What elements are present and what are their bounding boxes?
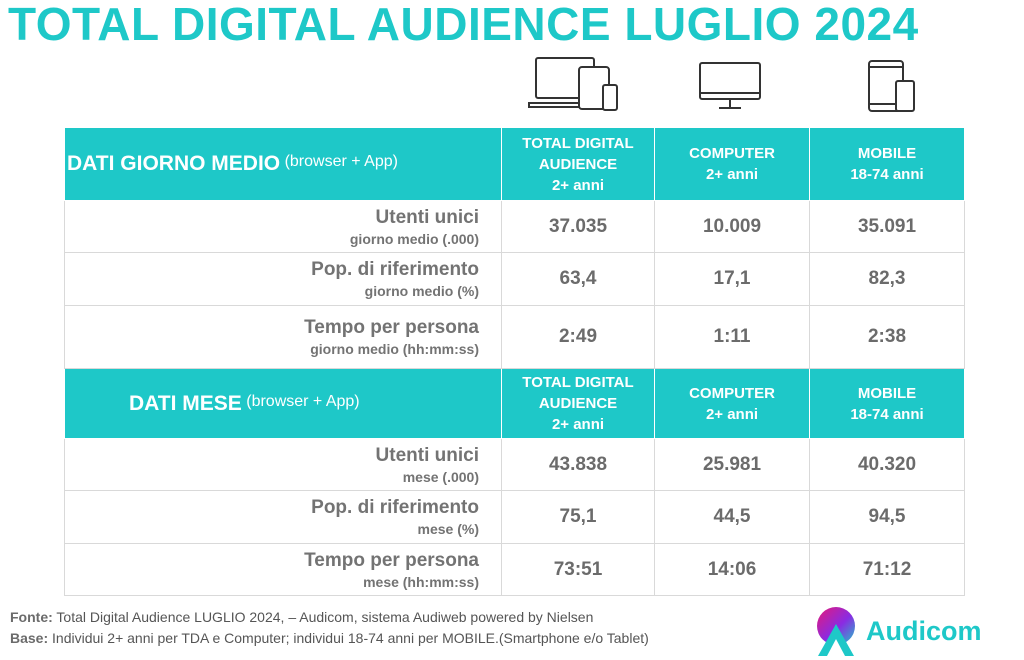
section-title: DATI MESE <box>129 391 242 415</box>
row-label: Tempo per persona mese (hh:mm:ss) <box>64 543 502 596</box>
row-label: Pop. di riferimento giorno medio (%) <box>64 252 502 306</box>
tablet-phone-icon <box>868 60 915 112</box>
base-text: Individui 2+ anni per TDA e Computer; in… <box>52 630 649 646</box>
table-row: Tempo per persona giorno medio (hh:mm:ss)… <box>64 305 965 369</box>
value-cell: 43.838 <box>501 438 655 491</box>
value-cell: 71:12 <box>809 543 965 596</box>
value-cell: 10.009 <box>654 200 810 253</box>
table-row: Utenti unici mese (.000) 43.838 25.981 40… <box>64 438 965 491</box>
column-header-tda: TOTAL DIGITAL AUDIENCE 2+ anni <box>501 127 655 201</box>
base-label: Base: <box>10 630 49 646</box>
value-cell: 82,3 <box>809 252 965 306</box>
footer-fonte: Fonte: Total Digital Audience LUGLIO 202… <box>10 609 593 625</box>
desktop-monitor-icon <box>699 62 761 109</box>
value-cell: 73:51 <box>501 543 655 596</box>
laptop-tablet-phone-icon <box>528 57 618 111</box>
value-cell: 44,5 <box>654 490 810 544</box>
section-subtitle: (browser + App) <box>246 392 360 410</box>
table-row: Pop. di riferimento giorno medio (%) 63,4… <box>64 252 965 306</box>
section-header-giorno-medio: DATI GIORNO MEDIO (browser + App) TOTAL … <box>64 127 965 201</box>
value-cell: 2:38 <box>809 305 965 369</box>
fonte-label: Fonte: <box>10 609 53 625</box>
section-header-mese: DATI MESE (browser + App) TOTAL DIGITAL A… <box>64 368 965 439</box>
column-header-computer: COMPUTER 2+ anni <box>654 368 810 439</box>
page-title: TOTAL DIGITAL AUDIENCE LUGLIO 2024 <box>8 0 919 50</box>
section-label: DATI GIORNO MEDIO (browser + App) <box>64 127 502 201</box>
value-cell: 63,4 <box>501 252 655 306</box>
value-cell: 75,1 <box>501 490 655 544</box>
column-header-mobile: MOBILE 18-74 anni <box>809 368 965 439</box>
value-cell: 2:49 <box>501 305 655 369</box>
value-cell: 40.320 <box>809 438 965 491</box>
section-label: DATI MESE (browser + App) <box>64 368 502 439</box>
column-header-mobile: MOBILE 18-74 anni <box>809 127 965 201</box>
value-cell: 94,5 <box>809 490 965 544</box>
value-cell: 17,1 <box>654 252 810 306</box>
row-label: Utenti unici mese (.000) <box>64 438 502 491</box>
footer-base: Base: Individui 2+ anni per TDA e Comput… <box>10 630 649 646</box>
section-subtitle: (browser + App) <box>284 153 398 170</box>
table-row: Pop. di riferimento mese (%) 75,1 44,5 94… <box>64 490 965 544</box>
column-header-tda: TOTAL DIGITAL AUDIENCE 2+ anni <box>501 368 655 439</box>
section-title: DATI GIORNO MEDIO <box>67 152 281 175</box>
value-cell: 35.091 <box>809 200 965 253</box>
value-cell: 14:06 <box>654 543 810 596</box>
value-cell: 1:11 <box>654 305 810 369</box>
table-row: Utenti unici giorno medio (.000) 37.035 1… <box>64 200 965 253</box>
audicom-logo-text: Audicom <box>866 616 982 646</box>
column-header-computer: COMPUTER 2+ anni <box>654 127 810 201</box>
table-row: Tempo per persona mese (hh:mm:ss) 73:51 1… <box>64 543 965 596</box>
audicom-logo-icon <box>817 607 855 656</box>
row-label: Tempo per persona giorno medio (hh:mm:ss) <box>64 305 502 369</box>
value-cell: 37.035 <box>501 200 655 253</box>
audience-table: DATI GIORNO MEDIO (browser + App) TOTAL … <box>64 127 965 596</box>
fonte-text: Total Digital Audience LUGLIO 2024, – Au… <box>56 609 594 625</box>
value-cell: 25.981 <box>654 438 810 491</box>
row-label: Utenti unici giorno medio (.000) <box>64 200 502 253</box>
row-label: Pop. di riferimento mese (%) <box>64 490 502 544</box>
